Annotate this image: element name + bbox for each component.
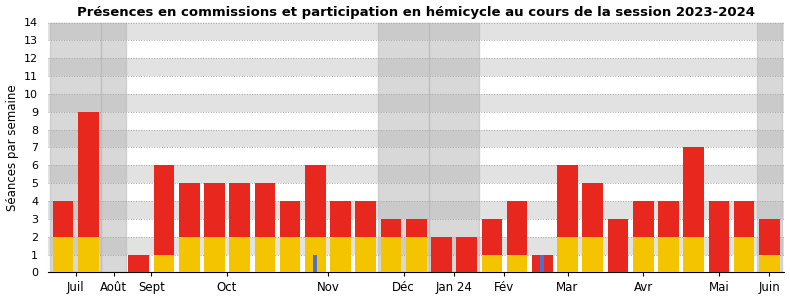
- Bar: [759, 255, 780, 272]
- Bar: [482, 255, 502, 272]
- Bar: [633, 201, 653, 237]
- Bar: [683, 237, 704, 272]
- Bar: [356, 237, 376, 272]
- Bar: [229, 183, 250, 237]
- Bar: [482, 219, 502, 255]
- Bar: [532, 255, 553, 272]
- Bar: [48, 219, 784, 237]
- Bar: [540, 255, 544, 272]
- Bar: [129, 255, 149, 272]
- Bar: [356, 201, 376, 237]
- Bar: [506, 201, 528, 255]
- Bar: [378, 22, 429, 272]
- Bar: [48, 201, 784, 219]
- Bar: [633, 237, 653, 272]
- Bar: [658, 237, 679, 272]
- Bar: [734, 201, 754, 237]
- Bar: [48, 255, 784, 272]
- Bar: [305, 165, 325, 237]
- Bar: [431, 237, 452, 272]
- Bar: [709, 201, 729, 272]
- Bar: [429, 22, 480, 272]
- Bar: [254, 237, 275, 272]
- Bar: [153, 255, 175, 272]
- Bar: [406, 237, 427, 272]
- Bar: [683, 148, 704, 237]
- Bar: [48, 183, 784, 201]
- Bar: [280, 237, 300, 272]
- Bar: [53, 237, 73, 272]
- Bar: [48, 130, 784, 148]
- Bar: [179, 183, 200, 237]
- Bar: [48, 58, 784, 76]
- Bar: [759, 219, 780, 255]
- Bar: [48, 165, 784, 183]
- Bar: [48, 112, 784, 130]
- Bar: [330, 201, 351, 237]
- Bar: [280, 201, 300, 237]
- Bar: [305, 237, 325, 272]
- Bar: [381, 237, 401, 272]
- Bar: [53, 201, 73, 237]
- Bar: [48, 148, 784, 165]
- Bar: [582, 183, 603, 237]
- Bar: [658, 201, 679, 237]
- Bar: [406, 219, 427, 237]
- Y-axis label: Séances par semaine: Séances par semaine: [6, 84, 18, 211]
- Bar: [101, 22, 126, 272]
- Bar: [314, 255, 318, 272]
- Bar: [48, 76, 784, 94]
- Bar: [204, 237, 225, 272]
- Bar: [608, 219, 628, 272]
- Bar: [457, 237, 477, 272]
- Bar: [48, 40, 784, 58]
- Bar: [48, 237, 784, 255]
- Bar: [153, 165, 175, 255]
- Bar: [582, 237, 603, 272]
- Bar: [48, 22, 784, 40]
- Bar: [179, 237, 200, 272]
- Bar: [48, 94, 784, 112]
- Bar: [254, 183, 275, 237]
- Bar: [78, 237, 99, 272]
- Bar: [506, 255, 528, 272]
- Title: Présences en commissions et participation en hémicycle au cours de la session 20: Présences en commissions et participatio…: [77, 6, 755, 19]
- Bar: [757, 22, 782, 272]
- Bar: [330, 237, 351, 272]
- Bar: [557, 237, 577, 272]
- Bar: [557, 165, 577, 237]
- Bar: [204, 183, 225, 237]
- Bar: [381, 219, 401, 237]
- Bar: [51, 22, 101, 272]
- Bar: [78, 112, 99, 237]
- Bar: [734, 237, 754, 272]
- Bar: [229, 237, 250, 272]
